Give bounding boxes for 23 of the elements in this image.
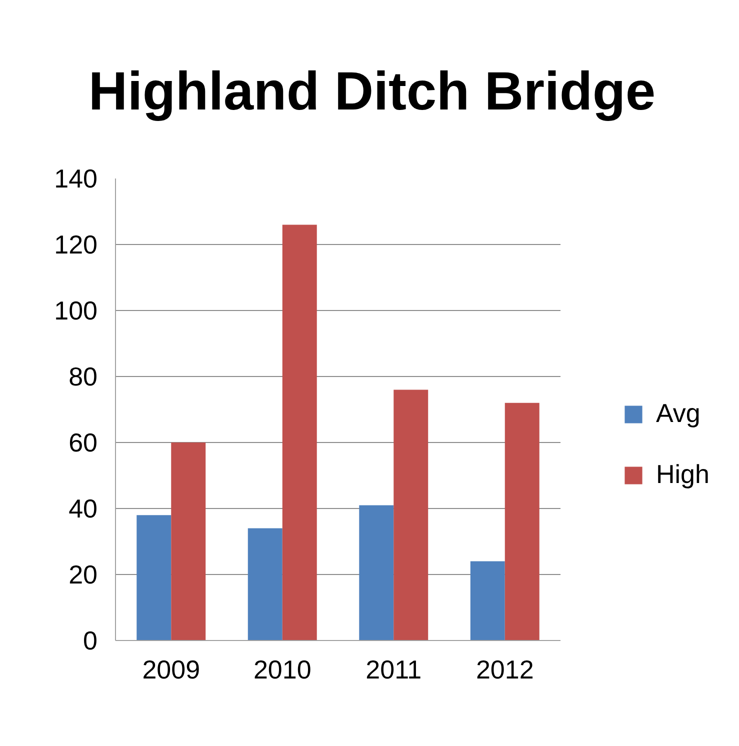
chart-title: Highland Ditch Bridge — [88, 62, 656, 122]
y-tick-label: 40 — [68, 494, 98, 524]
x-tick-label: 2012 — [476, 654, 534, 684]
legend-label: Avg — [656, 398, 700, 429]
bar — [470, 561, 505, 640]
y-tick-label: 60 — [68, 428, 98, 458]
bar — [282, 224, 317, 640]
bar — [504, 402, 540, 640]
y-tick-label: 140 — [54, 164, 98, 194]
y-tick-label: 120 — [54, 230, 98, 260]
y-tick-label: 100 — [54, 296, 98, 326]
x-tick-label: 2011 — [366, 654, 422, 684]
bar — [359, 505, 394, 640]
y-tick-label: 20 — [68, 560, 98, 590]
legend-label: High — [656, 459, 710, 490]
bar — [248, 528, 282, 640]
y-tick-label: 0 — [83, 626, 98, 656]
bar — [171, 442, 206, 640]
x-tick-label: 2009 — [142, 654, 200, 684]
x-tick-label: 2010 — [253, 654, 312, 684]
bar — [136, 515, 172, 640]
bar — [394, 390, 428, 640]
y-tick-label: 80 — [68, 362, 98, 392]
